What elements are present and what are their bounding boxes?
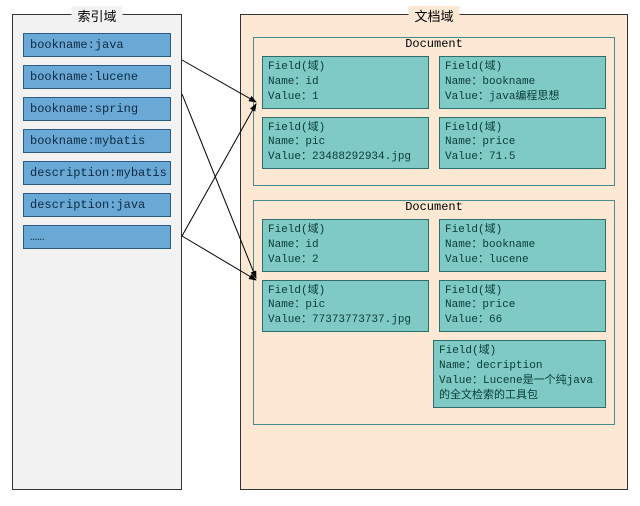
field-value: Value：Lucene是一个纯java的全文检索的工具包: [439, 374, 600, 404]
field-header: Field(域): [445, 60, 600, 75]
index-item: description:java: [23, 193, 171, 217]
index-panel: 索引域bookname:javabookname:lucenebookname:…: [12, 14, 182, 490]
index-item: ……: [23, 225, 171, 249]
field-box: Field(域)Name：priceValue：71.5: [439, 117, 606, 170]
field-name: Name：price: [445, 135, 600, 150]
field-header: Field(域): [268, 284, 423, 299]
index-item: bookname:mybatis: [23, 129, 171, 153]
field-header: Field(域): [439, 344, 600, 359]
document-panel: 文档域DocumentField(域)Name：idValue：1Field(域…: [240, 14, 628, 490]
field-header: Field(域): [268, 121, 423, 136]
field-header: Field(域): [268, 223, 423, 238]
field-value: Value：23488292934.jpg: [268, 150, 423, 165]
field-value: Value：71.5: [445, 150, 600, 165]
field-box: Field(域)Name：decriptionValue：Lucene是一个纯j…: [433, 340, 606, 407]
field-row: Field(域)Name：idValue：1Field(域)Name：bookn…: [262, 56, 606, 109]
field-value: Value：1: [268, 90, 423, 105]
field-name: Name：bookname: [445, 75, 600, 90]
index-panel-title: 索引域: [71, 6, 122, 25]
field-row: Field(域)Name：picValue：23488292934.jpgFie…: [262, 117, 606, 170]
field-box: Field(域)Name：idValue：1: [262, 56, 429, 109]
field-name: Name：price: [445, 298, 600, 313]
field-name: Name：bookname: [445, 238, 600, 253]
field-name: Name：pic: [268, 135, 423, 150]
index-item: bookname:java: [23, 33, 171, 57]
index-item: bookname:lucene: [23, 65, 171, 89]
document-label: Document: [254, 37, 614, 51]
document-box: DocumentField(域)Name：idValue：2Field(域)Na…: [253, 200, 615, 424]
field-header: Field(域): [268, 60, 423, 75]
document-box: DocumentField(域)Name：idValue：1Field(域)Na…: [253, 37, 615, 186]
field-row: Field(域)Name：idValue：2Field(域)Name：bookn…: [262, 219, 606, 272]
field-value: Value：77373773737.jpg: [268, 313, 423, 328]
field-name: Name：id: [268, 75, 423, 90]
field-box: Field(域)Name：booknameValue：java编程思想: [439, 56, 606, 109]
field-name: Name：pic: [268, 298, 423, 313]
documents-container: DocumentField(域)Name：idValue：1Field(域)Na…: [241, 15, 627, 425]
field-value: Value：2: [268, 253, 423, 268]
field-header: Field(域): [445, 121, 600, 136]
field-header: Field(域): [445, 223, 600, 238]
field-row: Field(域)Name：decriptionValue：Lucene是一个纯j…: [262, 340, 606, 407]
field-box: Field(域)Name：priceValue：66: [439, 280, 606, 333]
field-value: Value：lucene: [445, 253, 600, 268]
index-item: description:mybatis: [23, 161, 171, 185]
document-label: Document: [254, 200, 614, 214]
field-name: Name：decription: [439, 359, 600, 374]
index-item: bookname:spring: [23, 97, 171, 121]
field-header: Field(域): [445, 284, 600, 299]
document-panel-title: 文档域: [408, 6, 459, 25]
field-row: Field(域)Name：picValue：77373773737.jpgFie…: [262, 280, 606, 333]
field-box: Field(域)Name：picValue：77373773737.jpg: [262, 280, 429, 333]
field-name: Name：id: [268, 238, 423, 253]
field-box: Field(域)Name：booknameValue：lucene: [439, 219, 606, 272]
field-value: Value：java编程思想: [445, 90, 600, 105]
field-value: Value：66: [445, 313, 600, 328]
field-box: Field(域)Name：idValue：2: [262, 219, 429, 272]
index-list: bookname:java bookname:lucene bookname:spr…: [13, 15, 181, 249]
spacer: [262, 340, 423, 407]
field-box: Field(域)Name：picValue：23488292934.jpg: [262, 117, 429, 170]
